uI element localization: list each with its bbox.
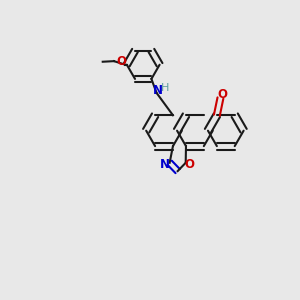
Text: O: O <box>217 88 227 101</box>
Text: N: N <box>160 158 170 171</box>
Text: O: O <box>184 158 194 171</box>
Text: H: H <box>161 83 170 93</box>
Text: N: N <box>153 84 163 97</box>
Text: O: O <box>117 55 127 68</box>
